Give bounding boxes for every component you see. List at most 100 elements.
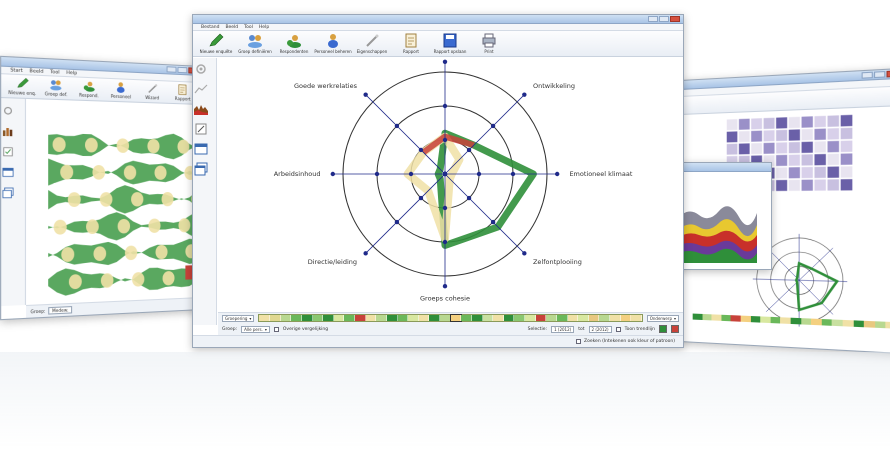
menu-view[interactable]: Beeld (29, 69, 43, 75)
radar-axis-point[interactable] (467, 148, 471, 152)
radar-axis-point[interactable] (443, 240, 447, 244)
heat-strip-cell[interactable] (302, 315, 313, 321)
toolbar-button-person[interactable]: Personeel (108, 81, 134, 100)
bar-chart-icon[interactable] (193, 102, 209, 116)
heat-strip-cell[interactable] (536, 315, 547, 321)
toolbar-button-pencil[interactable]: Nieuwe enquête (199, 33, 233, 54)
radar-axis-point[interactable] (491, 220, 495, 224)
menu-help[interactable]: Help (66, 70, 77, 76)
selection-from-dropdown[interactable]: 1 (2012) (551, 326, 574, 333)
heat-strip-cell[interactable] (504, 315, 515, 321)
trendline-checkbox[interactable] (616, 327, 621, 332)
heat-strip-cell[interactable] (451, 315, 462, 321)
heat-strip-cell[interactable] (281, 315, 292, 321)
heat-strip-cell[interactable] (313, 315, 324, 321)
heat-strip-cell[interactable] (387, 315, 398, 321)
radar-axis-point[interactable] (491, 124, 495, 128)
heat-strip-cell[interactable] (355, 315, 366, 321)
radar-axis-point[interactable] (443, 206, 447, 210)
red-color-swatch[interactable] (671, 325, 679, 333)
window-stack-icon[interactable] (1, 187, 15, 199)
subject-dropdown[interactable]: Onderwerp ▾ (647, 315, 679, 322)
radar-axis-point[interactable] (443, 138, 447, 142)
radar-axis-point[interactable] (331, 172, 335, 176)
maximize-button[interactable] (659, 16, 669, 22)
pen-icon[interactable] (193, 122, 209, 136)
toolbar-button-report[interactable]: Rapport (394, 33, 428, 54)
menu-tool[interactable]: Tool (50, 69, 60, 75)
heat-strip-cell[interactable] (557, 315, 568, 321)
heat-strip-cell[interactable] (525, 315, 536, 321)
heat-strip-cell[interactable] (398, 315, 409, 321)
heat-strip-cell[interactable] (472, 315, 483, 321)
radar-axis-point[interactable] (443, 60, 447, 64)
green-color-swatch[interactable] (659, 325, 667, 333)
maximize-button[interactable] (177, 67, 187, 74)
radar-axis-point[interactable] (395, 124, 399, 128)
minimize-button[interactable] (167, 66, 177, 73)
toolbar-button-people[interactable]: Groep def. (42, 78, 70, 97)
heat-strip-cell[interactable] (366, 315, 377, 321)
heat-strip-cell[interactable] (631, 315, 642, 321)
maximize-button[interactable] (874, 71, 885, 78)
radar-axis-point[interactable] (409, 172, 413, 176)
heat-strip-cell[interactable] (568, 315, 579, 321)
radar-axis-point[interactable] (419, 196, 423, 200)
radar-axis-point[interactable] (511, 172, 515, 176)
radar-axis-point[interactable] (555, 172, 559, 176)
heat-strip[interactable] (258, 314, 642, 322)
radar-axis-point[interactable] (363, 251, 367, 255)
radar-axis-point[interactable] (443, 284, 447, 288)
heat-strip-cell[interactable] (270, 315, 281, 321)
close-button[interactable] (886, 70, 890, 77)
gear-icon[interactable] (1, 105, 15, 117)
bar-chart-icon[interactable] (1, 125, 15, 137)
window-icon[interactable] (1, 166, 15, 178)
radar-axis-point[interactable] (467, 196, 471, 200)
heat-strip-cell[interactable] (344, 315, 355, 321)
minimize-button[interactable] (862, 72, 873, 79)
toolbar-button-wand[interactable]: Wizard (139, 82, 165, 100)
heat-strip-cell[interactable] (408, 315, 419, 321)
toolbar-button-people-add[interactable]: Respond. (75, 80, 102, 99)
footer-checkbox[interactable] (576, 339, 581, 344)
menu-file[interactable]: Bestand (201, 25, 219, 30)
gear-icon[interactable] (193, 62, 209, 76)
heat-strip-cell[interactable] (291, 315, 302, 321)
menu-help[interactable]: Help (259, 25, 269, 30)
heat-strip-cell[interactable] (429, 315, 440, 321)
menu-start[interactable]: Start (10, 68, 22, 74)
radar-axis-point[interactable] (522, 92, 526, 96)
checklist-icon[interactable] (1, 146, 15, 158)
heat-strip-cell[interactable] (546, 315, 557, 321)
window-icon[interactable] (193, 142, 209, 156)
heat-strip-cell[interactable] (440, 315, 451, 321)
toolbar-button-printer[interactable]: Print (472, 33, 506, 54)
heat-strip-cell[interactable] (461, 315, 472, 321)
heat-strip-cell[interactable] (419, 315, 430, 321)
radar-axis-point[interactable] (522, 251, 526, 255)
line-chart-icon[interactable] (193, 82, 209, 96)
heat-strip-cell[interactable] (483, 315, 494, 321)
heat-strip-cell[interactable] (334, 315, 345, 321)
toolbar-button-floppy-disk[interactable]: Rapport opslaan (433, 33, 467, 54)
heat-strip-cell[interactable] (621, 315, 632, 321)
toolbar-button-pencil[interactable]: Nieuwe enq. (8, 77, 37, 96)
heat-strip-cell[interactable] (514, 315, 525, 321)
heat-strip-cell[interactable] (376, 315, 387, 321)
heat-strip-cell[interactable] (578, 315, 589, 321)
toolbar-button-people-add[interactable]: Respondenten (277, 33, 311, 54)
group-dropdown[interactable]: Alle pers. ▾ (241, 326, 270, 333)
selection-to-dropdown[interactable]: 2 (2012) (589, 326, 612, 333)
heat-strip-cell[interactable] (259, 315, 270, 321)
minimize-button[interactable] (648, 16, 658, 22)
grouping-dropdown[interactable]: Groepering ▾ (222, 315, 254, 322)
radar-axis-point[interactable] (477, 172, 481, 176)
radar-axis-point[interactable] (375, 172, 379, 176)
radar-axis-point[interactable] (419, 148, 423, 152)
heat-strip-cell[interactable] (493, 315, 504, 321)
menu-tool[interactable]: Tool (244, 25, 253, 30)
toolbar-button-wand[interactable]: Eigenschappen (355, 33, 389, 54)
heat-strip-cell[interactable] (610, 315, 621, 321)
window-stack-icon[interactable] (193, 162, 209, 176)
